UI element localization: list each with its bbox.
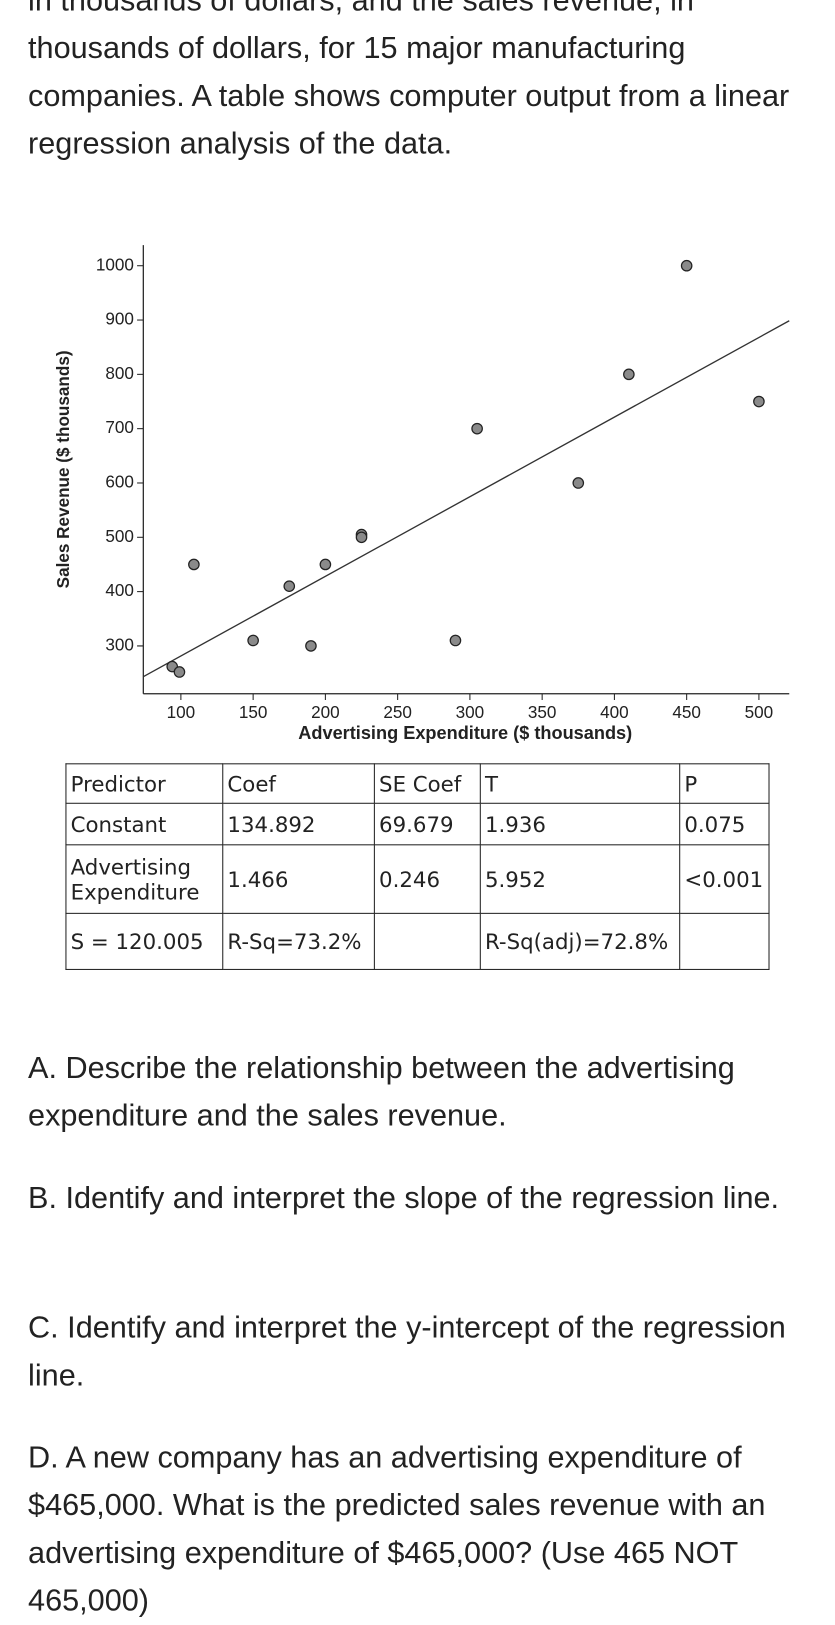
question: B. Identify and interpret the slope of t… [28, 1180, 780, 1216]
x-tick-label: 100 [167, 702, 196, 722]
intro-text: in thousands of dollars, and the sales r… [28, 0, 790, 161]
header-cell: SE Coef [373, 763, 481, 804]
data-point [173, 666, 186, 678]
header-cell: Coef [222, 763, 375, 804]
table-row: Constant 134.892 69.679 1.936 0.075 [65, 802, 770, 846]
y-tick-label: 900 [105, 309, 134, 329]
data-point [283, 580, 296, 592]
data-point [623, 368, 635, 381]
data-point [449, 634, 462, 647]
data-point [188, 558, 200, 571]
table-cell: 1.466 [222, 844, 375, 914]
table-cell: Constant [65, 802, 224, 846]
table-cell: 5.952 [479, 844, 681, 914]
question: D. A new company has an advertising expe… [28, 1440, 766, 1618]
table-cell: <0.001 [679, 844, 770, 914]
regression-line [142, 320, 790, 678]
table-cell: 1.936 [479, 802, 681, 846]
table-cell: R-Sq(adj)=72.8% [479, 912, 681, 970]
data-point [572, 477, 585, 489]
x-tick-label: 250 [383, 702, 412, 722]
y-tick-label: 600 [105, 472, 134, 492]
data-point [471, 422, 483, 435]
table-row: Advertising Expenditure 1.466 0.246 5.952 <0… [65, 844, 770, 914]
y-tick-label: 800 [105, 363, 134, 383]
y-axis-title: Sales Revenue ($ thousands) [53, 350, 73, 588]
data-point [355, 531, 368, 544]
x-tick-label: 450 [672, 702, 701, 722]
table-cell: Advertising Expenditure [65, 844, 224, 914]
data-point [680, 259, 693, 272]
x-tick-label: 200 [311, 702, 340, 722]
y-tick-label: 400 [105, 580, 134, 600]
data-point [319, 558, 332, 571]
table-cell: 134.892 [222, 802, 375, 846]
y-tick-label: 300 [105, 634, 134, 654]
y-tick-label: 500 [105, 526, 134, 546]
header-cell: P [679, 763, 770, 804]
x-tick-label: 350 [528, 702, 557, 722]
x-tick-label: 500 [745, 702, 774, 722]
data-point [247, 634, 259, 647]
y-tick-label: 700 [105, 417, 134, 437]
table-cell: 0.075 [679, 802, 770, 846]
table-cell [373, 912, 481, 970]
table-row: S = 120.005 R-Sq=73.2% R-Sq(adj)=72.8% [65, 912, 770, 970]
header-cell: Predictor [65, 763, 224, 804]
question: A. Describe the relationship between the… [28, 1050, 735, 1134]
data-point [753, 395, 765, 408]
x-tick-label: 300 [456, 702, 485, 722]
table-cell: S = 120.005 [65, 912, 224, 970]
data-point [305, 640, 317, 652]
x-tick-label: 150 [239, 702, 268, 722]
question: C. Identify and interpret the y-intercep… [28, 1310, 786, 1393]
table-cell: R-Sq=73.2% [222, 912, 375, 970]
scatter-chart: Sales Revenue ($ thousands) Advertising … [53, 245, 790, 743]
y-tick-label: 1000 [96, 254, 134, 274]
header-cell: T [479, 763, 681, 804]
table-cell: 0.246 [373, 844, 481, 914]
table-row: Predictor Coef SE Coef T P [65, 763, 770, 804]
table-cell: 69.679 [373, 802, 481, 846]
table-cell [679, 912, 770, 970]
x-axis-title: Advertising Expenditure ($ thousands) [298, 723, 632, 743]
x-tick-label: 400 [600, 702, 629, 722]
regression-table: Predictor Coef SE Coef T P Constant 134.892 69.… [65, 763, 770, 970]
